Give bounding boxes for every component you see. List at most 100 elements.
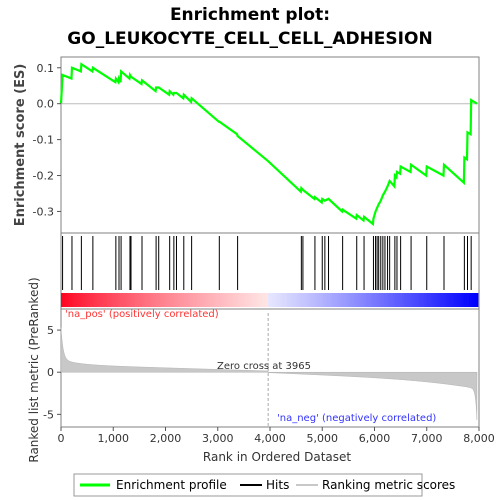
rank-color-band-segment — [367, 293, 369, 307]
rank-color-band-segment — [468, 293, 470, 307]
rank-color-band-segment — [322, 293, 324, 307]
rank-color-band-segment — [371, 293, 373, 307]
rank-color-band-segment — [456, 293, 458, 307]
rank-color-band-segment — [445, 293, 448, 307]
rank-color-band-segment — [397, 293, 399, 307]
rank-color-band-segment — [403, 293, 406, 307]
rank-color-band-segment — [226, 293, 228, 307]
rank-color-band-segment — [464, 293, 466, 307]
rank-color-band-segment — [429, 293, 432, 307]
rank-color-band-segment — [350, 293, 352, 307]
rank-color-band-segment — [209, 293, 211, 307]
rank-color-band-segment — [462, 293, 464, 307]
rank-color-band-segment — [344, 293, 346, 307]
metric-tick-label: 0 — [47, 366, 54, 379]
rank-color-band-segment — [458, 293, 460, 307]
rank-color-band-segment — [383, 293, 386, 307]
rank-color-band-segment — [156, 293, 158, 307]
rank-color-band-segment — [150, 293, 153, 307]
rank-color-band-segment — [185, 293, 187, 307]
rank-color-band-segment — [194, 293, 197, 307]
rank-color-band-segment — [181, 293, 183, 307]
rank-color-band-segment — [301, 293, 303, 307]
rank-color-band-segment — [415, 293, 417, 307]
rank-color-band-segment — [141, 293, 143, 307]
rank-color-band-segment — [319, 293, 321, 307]
rank-color-band-segment — [430, 293, 433, 307]
es-panel — [60, 56, 480, 234]
rank-color-band-segment — [64, 293, 66, 307]
rank-color-band-segment — [227, 293, 229, 307]
rank-color-band-segment — [276, 293, 278, 307]
rank-color-band-segment — [199, 293, 202, 307]
rank-color-band-segment — [184, 293, 186, 307]
x-tick-label: 8,000 — [463, 432, 495, 445]
rank-color-band-segment — [74, 293, 77, 307]
rank-color-band-segment — [433, 293, 435, 307]
rank-color-band-segment — [241, 293, 244, 307]
rank-color-band-segment — [396, 293, 398, 307]
rank-color-band-segment — [215, 293, 218, 307]
rank-color-band-segment — [239, 293, 242, 307]
rank-color-band-segment — [435, 293, 437, 307]
chart-title-line2: GO_LEUKOCYTE_CELL_CELL_ADHESION — [67, 29, 432, 49]
es-tick-label: 0.0 — [37, 98, 55, 111]
rank-color-band-segment — [180, 293, 182, 307]
rank-color-band-segment — [252, 293, 254, 307]
rank-color-band-segment — [348, 293, 350, 307]
rank-color-band-segment — [230, 293, 232, 307]
rank-color-band-segment — [469, 293, 472, 307]
x-tick-label: 7,000 — [411, 432, 443, 445]
rank-color-band-segment — [290, 293, 293, 307]
rank-color-band-segment — [321, 293, 323, 307]
rank-color-band-segment — [272, 293, 274, 307]
rank-color-band-segment — [256, 293, 258, 307]
rank-color-band-segment — [195, 293, 198, 307]
rank-color-band-segment — [101, 293, 104, 307]
rank-color-band-segment — [467, 293, 469, 307]
rank-color-band-segment — [182, 293, 184, 307]
rank-color-band-segment — [259, 293, 261, 307]
rank-color-band-segment — [170, 293, 173, 307]
rank-color-band-segment — [331, 293, 334, 307]
rank-color-band-segment — [168, 293, 171, 307]
rank-color-band-segment — [473, 293, 476, 307]
rank-color-band-segment — [399, 293, 402, 307]
rank-color-band-segment — [465, 293, 467, 307]
rank-color-band-segment — [295, 293, 297, 307]
rank-color-band-segment — [278, 293, 280, 307]
rank-color-band-segment — [220, 293, 223, 307]
rank-color-band-segment — [335, 293, 338, 307]
rank-color-band-segment — [392, 293, 394, 307]
rank-color-band-segment — [342, 293, 344, 307]
rank-color-band-segment — [325, 293, 327, 307]
rank-color-band-segment — [217, 293, 220, 307]
rank-color-band-segment — [145, 293, 148, 307]
rank-color-band-segment — [93, 293, 95, 307]
rank-color-band-segment — [288, 293, 291, 307]
rank-color-band-segment — [218, 293, 221, 307]
rank-color-band-segment — [155, 293, 157, 307]
rank-color-band-segment — [166, 293, 168, 307]
rank-color-band-segment — [381, 293, 384, 307]
rank-color-band-segment — [475, 293, 478, 307]
rank-color-band-segment — [167, 293, 170, 307]
rank-color-band-segment — [286, 293, 289, 307]
rank-color-band-segment — [391, 293, 393, 307]
rank-color-band-segment — [175, 293, 178, 307]
rank-color-band-segment — [189, 293, 191, 307]
rank-color-band-segment — [193, 293, 196, 307]
rank-color-band-segment — [300, 293, 302, 307]
rank-color-band-segment — [126, 293, 129, 307]
rank-color-band-segment — [188, 293, 190, 307]
rank-color-band-segment — [221, 293, 224, 307]
x-axis-label: Rank in Ordered Dataset — [203, 450, 351, 464]
rank-color-band-segment — [158, 293, 160, 307]
neg-correlated-label: 'na_neg' (negatively correlated) — [277, 413, 436, 424]
enrichment-profile-line — [59, 62, 478, 227]
rank-color-band-segment — [162, 293, 164, 307]
rank-color-band-segment — [302, 293, 304, 307]
rank-color-band-segment — [431, 293, 434, 307]
rank-color-band-segment — [282, 293, 284, 307]
rank-color-band-segment — [95, 293, 97, 307]
